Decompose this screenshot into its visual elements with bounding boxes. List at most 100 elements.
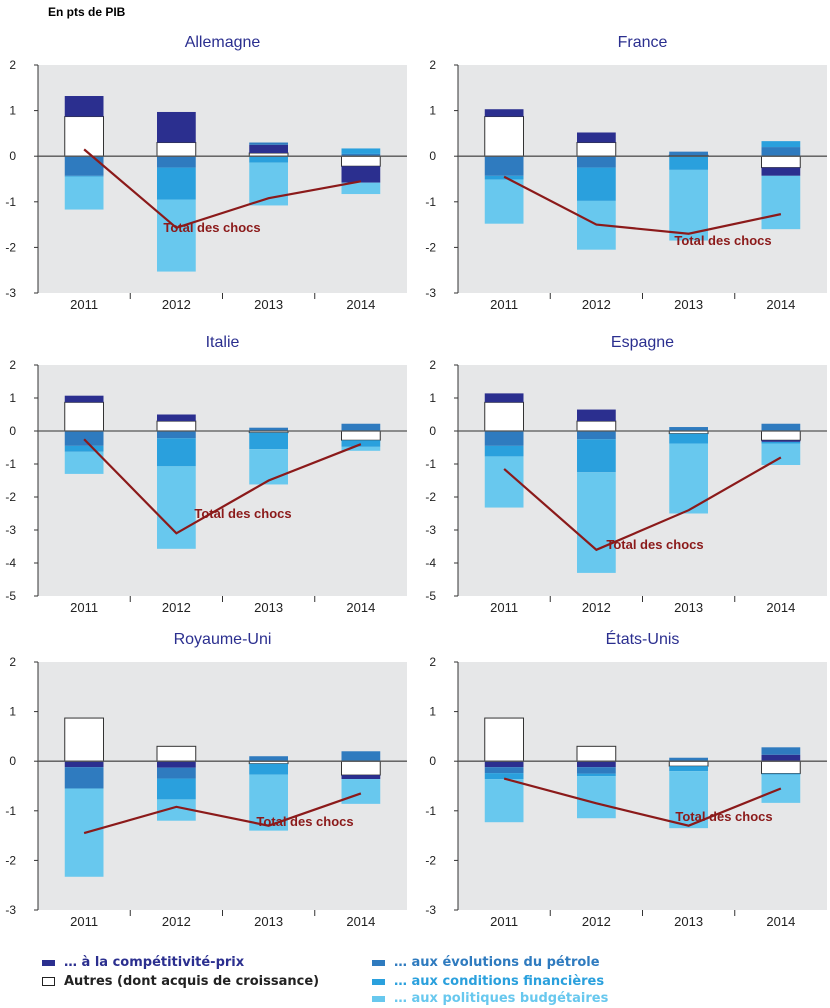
y-tick-label: -2 bbox=[425, 240, 436, 254]
y-tick-label: -5 bbox=[5, 589, 16, 603]
legend-label-financieres: … aux conditions financières bbox=[394, 974, 605, 989]
bar-segment-aux-politiques-budgetaires-2012 bbox=[577, 776, 616, 819]
chart-panel-etats-unis: États-Unis 2 1 0 -1 -2 -3 2011 2012 2013 2014 Total… bbox=[425, 629, 827, 929]
bar-segment-aux-evolutions-du-petrole-2013 bbox=[669, 757, 708, 762]
legend-swatch-competitivite bbox=[42, 959, 55, 966]
bar-segment-autres-dont-acquis-de-croissance-2012 bbox=[576, 142, 617, 157]
x-tick-label: 2014 bbox=[346, 297, 375, 312]
x-tick-label: 2011 bbox=[490, 600, 518, 615]
total-line bbox=[503, 175, 782, 235]
bar-segment-autres-dont-acquis-de-croissance-2013 bbox=[668, 760, 709, 767]
y-tick-label: 0 bbox=[429, 424, 436, 438]
bar-segment-a-la-competitivite-prix-2012 bbox=[577, 132, 616, 143]
legend-item-autres: Autres (dont acquis de croissance) bbox=[42, 974, 319, 989]
bar-segment-a-la-competitivite-prix-2014 bbox=[341, 166, 381, 183]
bar-segment-aux-evolutions-du-petrole-2011 bbox=[64, 431, 104, 446]
bar-segment-aux-conditions-financieres-2012 bbox=[157, 438, 196, 467]
bar-segment-autres-dont-acquis-de-croissance-2014 bbox=[341, 430, 381, 441]
bar-segment-aux-politiques-budgetaires-2011 bbox=[484, 179, 524, 224]
bar-segment-aux-evolutions-du-petrole-2011 bbox=[484, 431, 524, 446]
unit-label: En pts de PIB bbox=[48, 5, 126, 19]
bar-segment-a-la-competitivite-prix-2011 bbox=[484, 761, 524, 768]
chart-title: États-Unis bbox=[606, 629, 680, 648]
y-tick-label: 0 bbox=[9, 754, 16, 768]
x-tick-label: 2011 bbox=[70, 297, 98, 312]
bar-segment-a-la-competitivite-prix-2014 bbox=[761, 754, 801, 762]
y-tick-label: 2 bbox=[9, 358, 16, 372]
chart-title: France bbox=[618, 34, 668, 51]
bar-segment-aux-conditions-financieres-2013 bbox=[669, 433, 708, 444]
bar-segment-aux-conditions-financieres-2013 bbox=[669, 156, 708, 170]
bar-segment-aux-evolutions-du-petrole-2013 bbox=[249, 756, 288, 762]
bar-segment-a-la-competitivite-prix-2012 bbox=[577, 409, 616, 422]
bar-segment-aux-politiques-budgetaires-2011 bbox=[484, 456, 524, 508]
bar-segment-aux-conditions-financieres-2014 bbox=[341, 148, 381, 154]
bar-segment-aux-evolutions-du-petrole-2011 bbox=[64, 156, 104, 176]
bar-segment-a-la-competitivite-prix-2013 bbox=[249, 144, 288, 154]
bar-segment-aux-conditions-financieres-2011 bbox=[484, 773, 524, 780]
y-tick-label: -2 bbox=[5, 240, 16, 254]
y-tick-label: 1 bbox=[9, 705, 16, 719]
chart-panel-espagne: Espagne 2 1 0 -1 -2 -3 -4 -5 2011 2012 2013 2014 Tota… bbox=[425, 334, 827, 615]
total-line bbox=[503, 456, 782, 552]
y-tick-label: -2 bbox=[425, 853, 436, 867]
bar-segment-aux-politiques-budgetaires-2011 bbox=[484, 779, 524, 823]
chart-title: Allemagne bbox=[185, 34, 261, 51]
y-tick-label: 2 bbox=[9, 58, 16, 72]
bar-segment-aux-conditions-financieres-2011 bbox=[64, 445, 104, 452]
bar-segment-aux-evolutions-du-petrole-2012 bbox=[577, 767, 616, 774]
y-tick-label: 2 bbox=[429, 358, 436, 372]
bar-segment-aux-politiques-budgetaires-2014 bbox=[761, 443, 801, 465]
y-tick-label: -3 bbox=[425, 523, 436, 537]
bar-segment-a-la-competitivite-prix-2011 bbox=[64, 395, 104, 403]
legend-label-autres: Autres (dont acquis de croissance) bbox=[64, 974, 320, 989]
bar-segment-aux-politiques-budgetaires-2012 bbox=[157, 199, 196, 272]
y-tick-label: -2 bbox=[5, 490, 16, 504]
bar-segment-a-la-competitivite-prix-2012 bbox=[577, 761, 616, 768]
bar-segment-aux-conditions-financieres-2013 bbox=[249, 156, 288, 163]
y-tick-label: -4 bbox=[425, 556, 436, 570]
y-tick-label: -1 bbox=[425, 457, 436, 471]
y-tick-label: -2 bbox=[5, 853, 16, 867]
x-tick-label: 2012 bbox=[582, 600, 611, 615]
bar-segment-aux-politiques-budgetaires-2014 bbox=[341, 446, 381, 451]
x-tick-label: 2012 bbox=[162, 914, 191, 929]
legend-item-petrole: … aux évolutions du pétrole bbox=[372, 955, 600, 970]
x-tick-label: 2013 bbox=[674, 914, 703, 929]
bar-segment-aux-conditions-financieres-2012 bbox=[157, 167, 196, 200]
bar-segment-aux-evolutions-du-petrole-2012 bbox=[577, 431, 616, 440]
bar-segment-autres-dont-acquis-de-croissance-2014 bbox=[761, 430, 801, 441]
bar-segment-autres-dont-acquis-de-croissance-2012 bbox=[576, 745, 617, 762]
legend-item-budgetaires: … aux politiques budgétaires bbox=[372, 991, 608, 1006]
bar-segment-a-la-competitivite-prix-2011 bbox=[484, 109, 524, 117]
bar-segment-aux-politiques-budgetaires-2014 bbox=[761, 175, 801, 230]
bar-segment-aux-evolutions-du-petrole-2014 bbox=[761, 147, 801, 157]
legend-label-competitivite: … à la compétitivité-prix bbox=[64, 955, 245, 970]
x-tick-label: 2013 bbox=[254, 297, 283, 312]
bar-segment-aux-conditions-financieres-2013 bbox=[249, 432, 288, 450]
legend-swatch-budgetaires bbox=[372, 995, 385, 1002]
y-tick-label: -3 bbox=[5, 523, 16, 537]
y-tick-label: -3 bbox=[5, 903, 16, 917]
bar-segment-aux-evolutions-du-petrole-2014 bbox=[761, 747, 801, 755]
bar-segment-autres-dont-acquis-de-croissance-2014 bbox=[761, 760, 801, 775]
bar-segment-aux-politiques-budgetaires-2012 bbox=[577, 472, 616, 573]
bar-segment-aux-evolutions-du-petrole-2011 bbox=[484, 767, 524, 774]
bar-segment-aux-conditions-financieres-2014 bbox=[341, 440, 381, 447]
bar-segment-aux-conditions-financieres-2012 bbox=[157, 778, 196, 800]
x-tick-label: 2012 bbox=[582, 297, 611, 312]
bar-segment-aux-conditions-financieres-2013 bbox=[669, 766, 708, 772]
bar-segment-a-la-competitivite-prix-2012 bbox=[157, 761, 196, 768]
y-tick-label: -3 bbox=[5, 286, 16, 300]
legend-label-petrole: … aux évolutions du pétrole bbox=[394, 955, 600, 970]
chart-panel-royaume-uni: Royaume-Uni 2 1 0 -1 -2 -3 2011 2012 2013 2014 Tota… bbox=[5, 631, 407, 929]
y-tick-label: 0 bbox=[9, 149, 16, 163]
bar-segment-a-la-competitivite-prix-2011 bbox=[484, 393, 524, 403]
bar-segment-aux-evolutions-du-petrole-2014 bbox=[341, 153, 381, 157]
legend-swatch-autres bbox=[42, 977, 55, 986]
chart-panel-italie: Italie 2 1 0 -1 -2 -3 -4 -5 2011 2012 2013 2014 Total… bbox=[5, 334, 407, 615]
y-tick-label: 1 bbox=[9, 104, 16, 118]
bar-segment-autres-dont-acquis-de-croissance-2012 bbox=[156, 142, 197, 157]
bar-segment-autres-dont-acquis-de-croissance-2011 bbox=[484, 116, 524, 157]
bar-segment-aux-evolutions-du-petrole-2012 bbox=[577, 156, 616, 168]
